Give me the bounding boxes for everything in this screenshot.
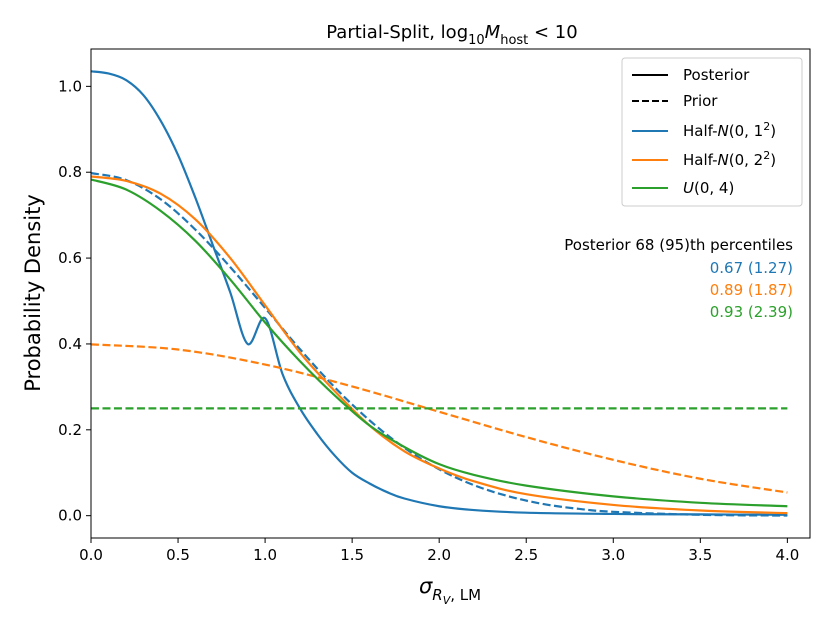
legend-label-posterior: Posterior bbox=[683, 66, 750, 84]
y-tick-label: 0.8 bbox=[58, 163, 82, 181]
legend: Posterior Prior Half-N(0, 12) Half-N(0, … bbox=[621, 57, 803, 207]
y-tick-label: 0.2 bbox=[58, 421, 82, 439]
percentile-row-green: 0.93 (2.39) bbox=[710, 303, 793, 321]
series-line-0 bbox=[91, 70, 788, 516]
legend-label-halfn1: Half-N(0, 12) bbox=[683, 120, 776, 140]
y-tick-label: 0.4 bbox=[58, 335, 82, 353]
percentile-heading: Posterior 68 (95)th percentiles bbox=[564, 236, 793, 254]
series-line-1 bbox=[91, 171, 788, 517]
x-tick-label: 0.5 bbox=[166, 546, 190, 564]
percentile-annotation: Posterior 68 (95)th percentiles 0.67 (1.… bbox=[564, 236, 793, 321]
legend-label-halfn2: Half-N(0, 22) bbox=[683, 149, 776, 169]
y-axis: 0.0 0.2 0.4 0.6 0.8 1.0 bbox=[58, 77, 91, 525]
x-tick-label: 1.0 bbox=[253, 546, 277, 564]
x-tick-label: 4.0 bbox=[775, 546, 799, 564]
x-tick-label: 3.5 bbox=[688, 546, 712, 564]
y-axis-label: Probability Density bbox=[21, 194, 45, 392]
x-tick-label: 3.0 bbox=[601, 546, 625, 564]
percentile-row-orange: 0.89 (1.87) bbox=[710, 281, 793, 299]
x-tick-label: 1.5 bbox=[340, 546, 364, 564]
series-line-2 bbox=[91, 175, 788, 515]
percentile-row-blue: 0.67 (1.27) bbox=[710, 259, 793, 277]
y-tick-label: 0.6 bbox=[58, 249, 82, 267]
plot-area-frame bbox=[90, 48, 811, 539]
x-axis: 0.0 0.5 1.0 1.5 2.0 2.5 3.0 3.5 4.0 bbox=[79, 538, 799, 564]
x-axis-label: σRV, LM bbox=[419, 574, 481, 607]
legend-label-prior: Prior bbox=[683, 92, 718, 110]
series-layer bbox=[91, 70, 788, 517]
legend-label-uniform: U(0, 4) bbox=[683, 179, 734, 197]
x-tick-label: 2.0 bbox=[427, 546, 451, 564]
y-tick-label: 1.0 bbox=[58, 77, 82, 95]
series-line-4 bbox=[91, 178, 788, 508]
legend-box bbox=[621, 57, 803, 207]
chart-title: Partial-Split, log10Mhost < 10 bbox=[326, 22, 577, 48]
x-tick-label: 2.5 bbox=[514, 546, 538, 564]
series-line-3 bbox=[91, 343, 788, 494]
y-tick-label: 0.0 bbox=[58, 507, 82, 525]
x-tick-label: 0.0 bbox=[79, 546, 103, 564]
